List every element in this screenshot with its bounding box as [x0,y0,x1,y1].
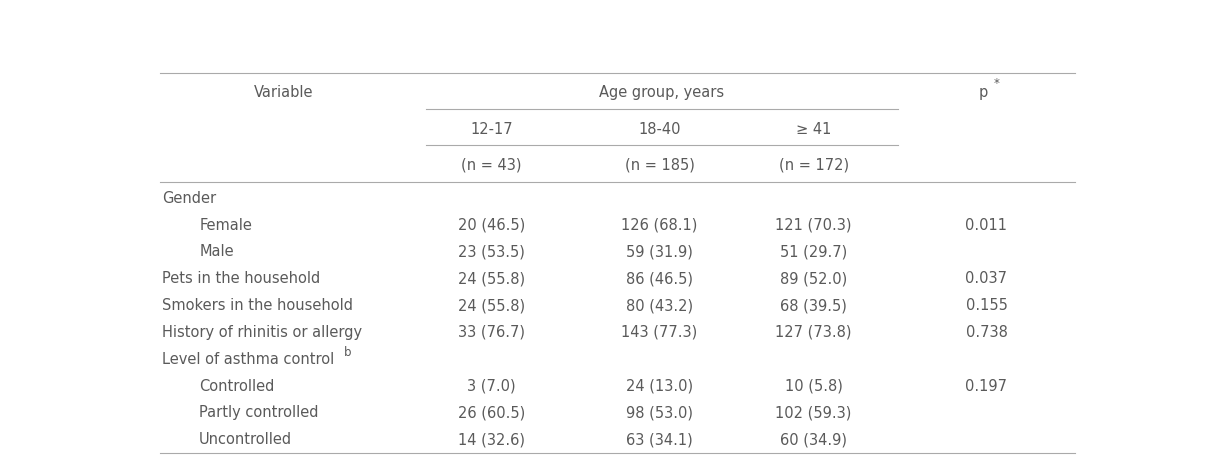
Text: 89 (52.0): 89 (52.0) [780,271,847,286]
Text: 0.738: 0.738 [965,325,1007,340]
Text: Level of asthma control: Level of asthma control [161,352,334,367]
Text: Age group, years: Age group, years [599,85,724,100]
Text: 0.197: 0.197 [965,379,1007,394]
Text: 3 (7.0): 3 (7.0) [468,379,516,394]
Text: 0.011: 0.011 [965,218,1007,233]
Text: 143 (77.3): 143 (77.3) [622,325,698,340]
Text: 0.155: 0.155 [965,298,1007,313]
Text: Smokers in the household: Smokers in the household [161,298,353,313]
Text: 80 (43.2): 80 (43.2) [627,298,693,313]
Text: Uncontrolled: Uncontrolled [199,432,293,447]
Text: 68 (39.5): 68 (39.5) [781,298,847,313]
Text: b: b [343,346,352,359]
Text: 102 (59.3): 102 (59.3) [776,406,852,421]
Text: 59 (31.9): 59 (31.9) [627,244,693,260]
Text: 26 (60.5): 26 (60.5) [458,406,525,421]
Text: 127 (73.8): 127 (73.8) [776,325,852,340]
Text: 12-17: 12-17 [470,122,513,137]
Text: Female: Female [199,218,252,233]
Text: Controlled: Controlled [199,379,275,394]
Text: 0.037: 0.037 [965,271,1007,286]
Text: 24 (13.0): 24 (13.0) [627,379,693,394]
Text: History of rhinitis or allergy: History of rhinitis or allergy [161,325,362,340]
Text: 24 (55.8): 24 (55.8) [458,298,525,313]
Text: 63 (34.1): 63 (34.1) [627,432,693,447]
Text: (n = 43): (n = 43) [462,158,522,173]
Text: ≥ 41: ≥ 41 [797,122,831,137]
Text: 51 (29.7): 51 (29.7) [780,244,847,260]
Text: 86 (46.5): 86 (46.5) [627,271,693,286]
Text: (n = 185): (n = 185) [624,158,694,173]
Text: 14 (32.6): 14 (32.6) [458,432,525,447]
Text: 10 (5.8): 10 (5.8) [784,379,842,394]
Text: *: * [994,77,1000,90]
Text: 33 (76.7): 33 (76.7) [458,325,525,340]
Text: 121 (70.3): 121 (70.3) [776,218,852,233]
Text: 18-40: 18-40 [639,122,681,137]
Text: 23 (53.5): 23 (53.5) [458,244,525,260]
Text: (n = 172): (n = 172) [778,158,848,173]
Text: Male: Male [199,244,234,260]
Text: 98 (53.0): 98 (53.0) [627,406,693,421]
Text: Gender: Gender [161,191,216,206]
Text: p: p [978,85,988,100]
Text: 60 (34.9): 60 (34.9) [780,432,847,447]
Text: 24 (55.8): 24 (55.8) [458,271,525,286]
Text: Partly controlled: Partly controlled [199,406,318,421]
Text: Pets in the household: Pets in the household [161,271,321,286]
Text: 20 (46.5): 20 (46.5) [458,218,525,233]
Text: Variable: Variable [253,85,313,100]
Text: 126 (68.1): 126 (68.1) [622,218,698,233]
